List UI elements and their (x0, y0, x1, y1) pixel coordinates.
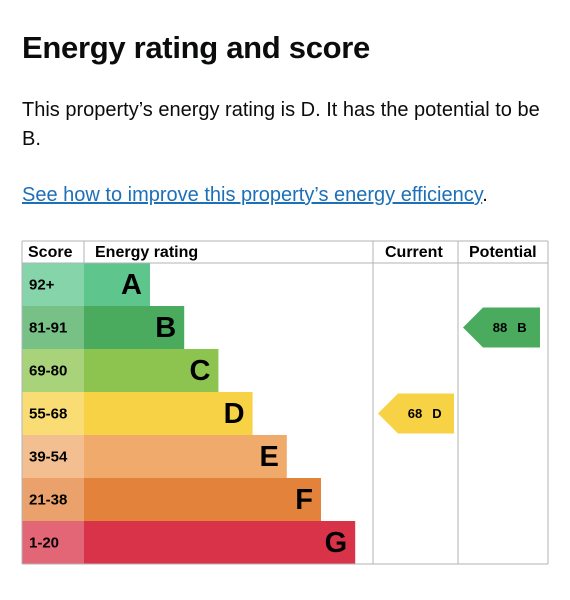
summary: This property’s energy rating is D. It h… (22, 99, 540, 150)
score-cell (22, 349, 84, 392)
score-range: 69-80 (29, 362, 67, 379)
score-range: 39-54 (29, 448, 68, 465)
rating-bar (84, 521, 356, 564)
link-suffix: . (482, 184, 488, 206)
rating-letter: A (121, 269, 142, 301)
score-cell (22, 263, 84, 306)
column-header: Energy rating (95, 244, 198, 261)
rating-letter: B (155, 312, 176, 344)
rating-letter: F (295, 484, 313, 516)
link-line: See how to improve this property’s energ… (22, 184, 488, 207)
rating-letter: E (259, 441, 278, 473)
rating-bar (84, 349, 219, 392)
score-cell (22, 521, 84, 564)
current-arrow (378, 393, 454, 434)
rating-bar (84, 478, 321, 521)
rating-bar (84, 263, 150, 306)
rating-letter: C (189, 355, 210, 387)
improve-link[interactable]: See how to improve this property’s energ… (22, 184, 483, 206)
rating-bar (84, 392, 253, 435)
current-letter: D (432, 406, 441, 421)
score-range: 1-20 (29, 534, 59, 551)
rating-letter: G (325, 527, 348, 559)
score-range: 81-91 (29, 319, 67, 336)
column-header: Current (385, 244, 443, 261)
score-range: 21-38 (29, 491, 67, 508)
current-score: 68 (408, 406, 422, 421)
rating-bar (84, 435, 287, 478)
heading: Energy rating and score (22, 30, 370, 65)
potential-arrow (463, 307, 540, 348)
column-header: Potential (469, 244, 537, 261)
score-range: 55-68 (29, 405, 67, 422)
score-cell (22, 478, 84, 521)
score-cell (22, 392, 84, 435)
score-cell (22, 435, 84, 478)
rating-letter: D (224, 398, 245, 430)
rating-bar (84, 306, 185, 349)
score-cell (22, 306, 84, 349)
score-range: 92+ (29, 276, 55, 293)
column-header: Score (28, 244, 73, 261)
potential-letter: B (517, 320, 526, 335)
potential-score: 88 (493, 320, 507, 335)
